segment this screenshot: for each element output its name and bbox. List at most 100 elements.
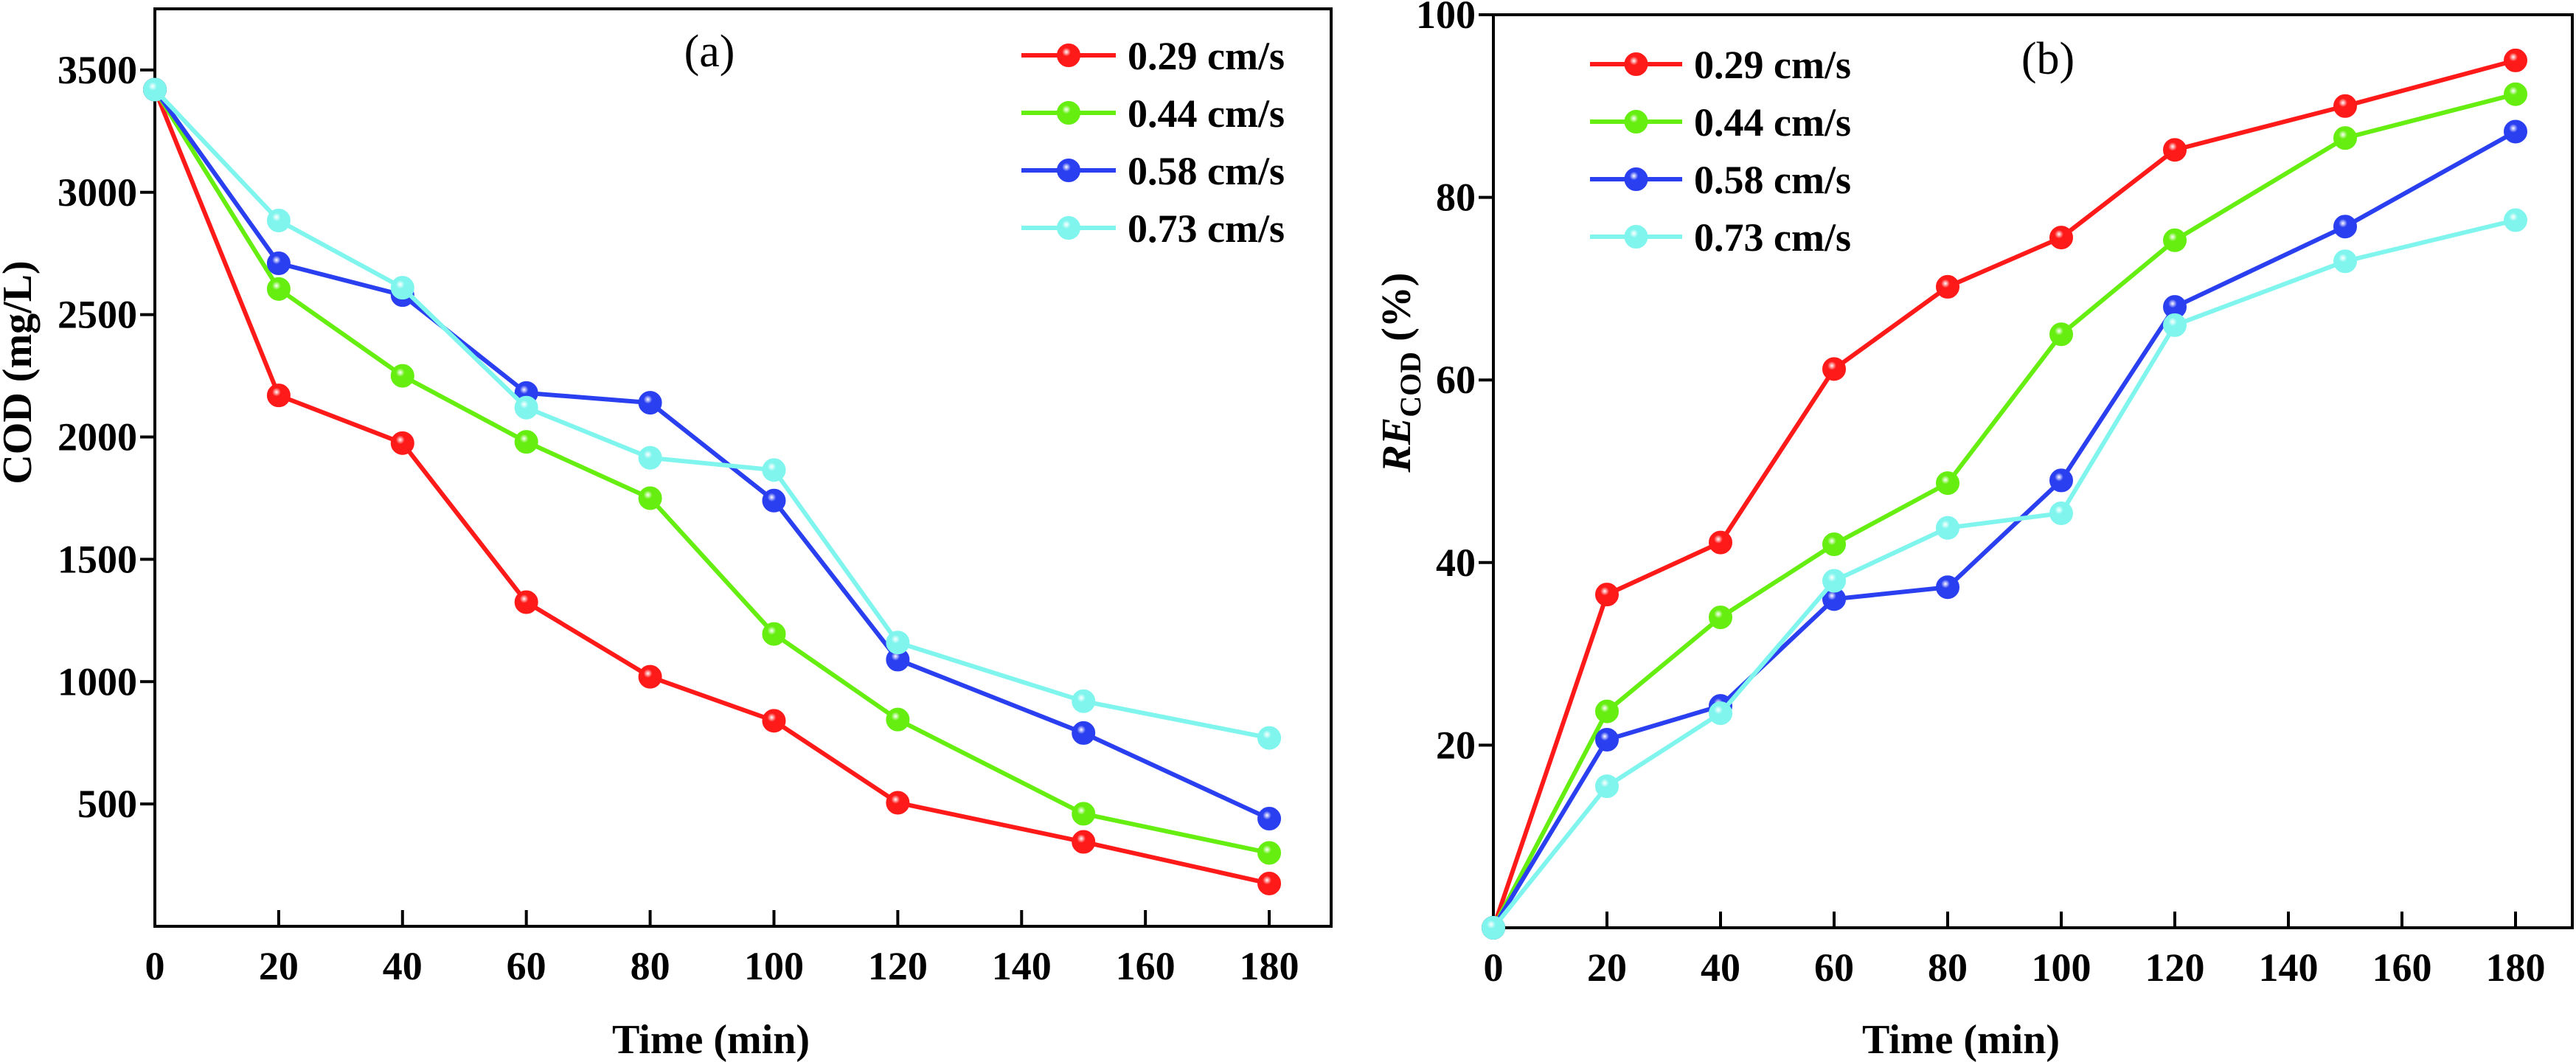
legend-marker xyxy=(1057,101,1080,125)
data-point xyxy=(1822,569,1846,593)
data-point xyxy=(2504,82,2527,106)
y-title-subscript: COD xyxy=(1394,352,1427,417)
panel-a-label: (a) xyxy=(684,27,735,77)
legend-marker xyxy=(1057,216,1080,240)
data-point xyxy=(1257,871,1282,895)
data-point xyxy=(266,251,291,276)
x-tick-label: 100 xyxy=(2032,945,2091,990)
panel-a-y-axis-title: COD (mg/L) xyxy=(0,260,41,484)
data-point xyxy=(2333,249,2357,274)
x-tick-label: 120 xyxy=(2145,945,2205,990)
y-tick-label: 80 xyxy=(1436,176,1476,220)
panel-a-x-axis-title: Time (min) xyxy=(612,1017,810,1062)
data-point xyxy=(1709,605,1732,630)
panel-b-x-axis-title: Time (min) xyxy=(1862,1017,2060,1062)
legend-label: 0.44 cm/s xyxy=(1694,100,1851,145)
data-point xyxy=(1709,701,1732,726)
legend-label: 0.73 cm/s xyxy=(1128,206,1285,251)
data-point xyxy=(638,486,662,510)
data-point xyxy=(638,445,662,470)
x-tick-label: 40 xyxy=(1701,945,1740,990)
data-point xyxy=(1936,274,1959,299)
x-tick-label: 180 xyxy=(1240,944,1299,988)
data-point xyxy=(1822,532,1846,557)
series-line xyxy=(153,88,1270,856)
data-point xyxy=(1257,841,1282,865)
panel-b-label: (b) xyxy=(2021,34,2075,84)
data-point xyxy=(886,631,910,655)
x-tick-label: 60 xyxy=(507,944,546,988)
x-tick-label: 160 xyxy=(2372,945,2432,990)
x-tick-label: 0 xyxy=(1484,945,1504,990)
data-point xyxy=(1257,726,1282,750)
x-tick-label: 80 xyxy=(1928,945,1968,990)
data-point xyxy=(762,458,786,482)
data-point xyxy=(2504,119,2527,144)
legend-marker xyxy=(1624,167,1648,191)
data-point xyxy=(1936,516,1959,540)
data-point xyxy=(2333,215,2357,239)
y-tick-label: 40 xyxy=(1436,541,1476,585)
series-line xyxy=(153,88,1271,821)
legend-marker xyxy=(1057,159,1080,182)
data-point xyxy=(143,77,167,102)
y-title-main: RE xyxy=(1374,417,1420,473)
legend-item: 0.29 cm/s xyxy=(1021,34,1285,78)
legend-label: 0.29 cm/s xyxy=(1694,43,1851,87)
legend-item: 0.44 cm/s xyxy=(1021,91,1285,136)
legend-marker xyxy=(1624,225,1648,249)
data-point xyxy=(390,431,414,455)
data-point xyxy=(2049,226,2073,250)
data-point xyxy=(1257,807,1282,831)
data-point xyxy=(1822,357,1846,381)
series-0-44-cm-s xyxy=(1482,82,2527,940)
data-point xyxy=(266,208,291,232)
series-line xyxy=(153,88,1270,886)
panel-b-removal-efficiency-chart: (b) Time (min) RECOD (%) 0 20 40 60 80 100 120… xyxy=(1374,0,2574,1062)
data-point xyxy=(1072,721,1096,745)
legend-label: 0.44 cm/s xyxy=(1128,91,1285,136)
data-point xyxy=(1072,689,1096,713)
panel-a-cod-chart: (a) Time (min) COD (mg/L) 0 20 40 60 80 100 12… xyxy=(0,7,1333,1062)
data-point xyxy=(1595,727,1619,752)
series-0-29-cm-s xyxy=(143,77,1282,895)
y-title-unit: (%) xyxy=(1374,273,1420,352)
legend-label: 0.73 cm/s xyxy=(1694,215,1851,260)
data-point xyxy=(638,664,662,689)
x-tick-label: 20 xyxy=(1587,945,1627,990)
data-point xyxy=(1595,583,1619,607)
data-point xyxy=(762,622,786,646)
legend-item: 0.73 cm/s xyxy=(1021,206,1285,251)
data-point xyxy=(1709,530,1732,555)
data-point xyxy=(266,384,291,408)
y-tick-label: 1500 xyxy=(58,537,137,581)
data-point xyxy=(1595,699,1619,723)
x-tick-label: 40 xyxy=(383,944,423,988)
x-tick-label: 20 xyxy=(259,944,299,988)
data-point xyxy=(2333,94,2357,118)
data-point xyxy=(2163,313,2187,337)
data-point xyxy=(2163,228,2187,252)
data-point xyxy=(514,430,538,454)
y-tick-label: 2000 xyxy=(58,415,137,459)
series-0-73-cm-s xyxy=(143,77,1282,750)
plot-frame xyxy=(153,7,1333,928)
x-tick-label: 100 xyxy=(744,944,804,988)
data-point xyxy=(1072,830,1096,854)
data-point xyxy=(1936,471,1959,496)
legend-marker xyxy=(1057,44,1080,67)
data-point xyxy=(1936,575,1959,600)
data-point xyxy=(762,488,786,513)
data-point xyxy=(1072,802,1096,826)
series-line xyxy=(1491,129,2517,929)
data-point xyxy=(886,707,910,732)
legend-marker xyxy=(1624,52,1648,76)
y-tick-label: 60 xyxy=(1436,358,1476,402)
y-tick-label: 100 xyxy=(1416,0,1476,37)
data-point xyxy=(2049,468,2073,493)
data-point xyxy=(638,391,662,415)
legend-label: 0.58 cm/s xyxy=(1128,149,1285,193)
data-point xyxy=(762,709,786,733)
data-point xyxy=(2333,126,2357,150)
